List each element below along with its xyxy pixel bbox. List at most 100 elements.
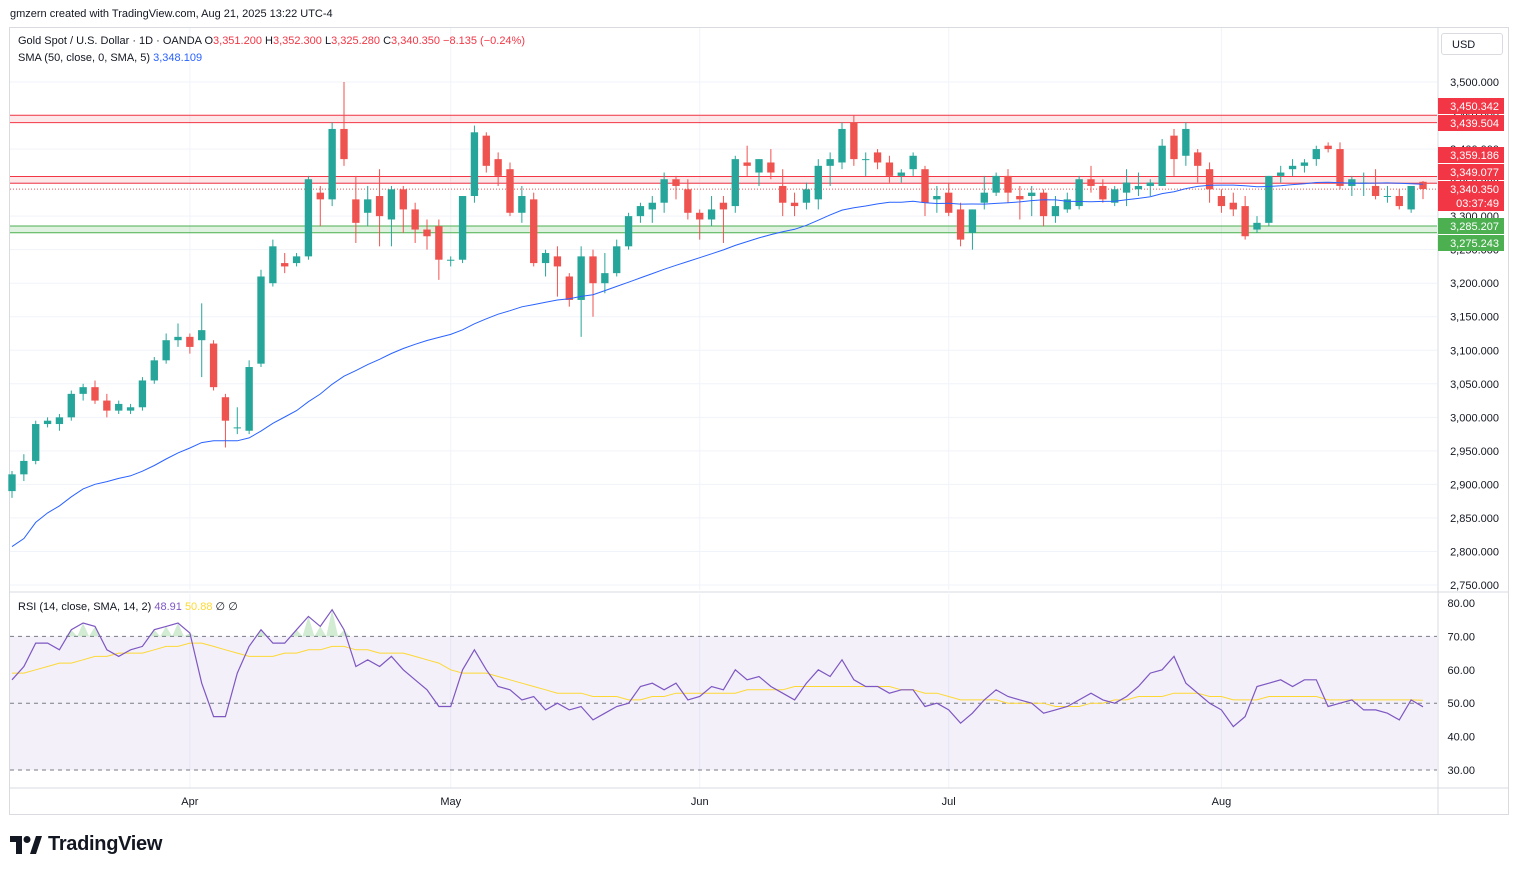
rsi-pane: 80.00 70.00 60.00 50.00 40.00 30.00 — [10, 598, 1475, 777]
open-value: 3,351.200 — [213, 35, 262, 47]
candle-body — [601, 273, 609, 284]
candle-body — [352, 199, 360, 223]
candle-body — [1312, 149, 1320, 160]
axis-price-tag — [1438, 195, 1504, 211]
axis-price-tag — [1438, 115, 1504, 131]
rsi-overbought-fill — [65, 609, 350, 637]
rsi-tick-label: 80.00 — [1447, 598, 1475, 610]
chart-frame — [9, 27, 1509, 815]
low-value: 3,325.280 — [331, 35, 381, 47]
candle-body — [577, 256, 585, 300]
candle-body — [885, 162, 894, 176]
rsi-tick-label: 70.00 — [1447, 631, 1475, 643]
candle-body — [20, 460, 28, 475]
candle-body — [1371, 185, 1380, 197]
candle-body — [494, 159, 502, 176]
candle-body — [873, 152, 882, 163]
candle-body — [696, 212, 704, 220]
candle-body — [1122, 182, 1131, 193]
candle-body — [43, 420, 52, 425]
currency-button[interactable]: USD — [1441, 33, 1503, 55]
candle-body — [91, 387, 99, 401]
candle-body — [1288, 165, 1297, 170]
rsi-tick-label: 60.00 — [1447, 665, 1475, 677]
candle-body — [518, 196, 526, 213]
axis-price-tag — [1438, 147, 1504, 163]
candle-body — [1419, 181, 1427, 190]
rsi-sma-line — [12, 642, 1424, 707]
candle-body — [55, 417, 64, 425]
axis-price-tag — [1438, 235, 1504, 251]
candle-body — [174, 336, 182, 341]
candle-body — [1229, 202, 1237, 210]
candle-body — [1170, 135, 1178, 160]
candle-body — [304, 179, 313, 257]
candle-body — [1158, 145, 1166, 186]
candle-body — [1087, 179, 1095, 186]
candle-body — [364, 199, 372, 213]
low-label: L — [324, 35, 332, 47]
price-tick-label: 3,500.000 — [1450, 77, 1499, 89]
candle-body — [921, 169, 929, 203]
candle-body — [790, 202, 799, 207]
candle-body — [624, 216, 633, 247]
candle-body — [897, 172, 905, 176]
rsi-tick-label: 40.00 — [1447, 732, 1475, 744]
candle-body — [375, 196, 384, 217]
candle-body — [1324, 145, 1332, 150]
open-label: O — [204, 35, 214, 47]
sma-value: 3,348.109 — [153, 52, 203, 64]
rsi-tick-label: 50.00 — [1447, 698, 1475, 710]
ohlc-legend: Gold Spot / U.S. Dollar · 1D · OANDA O3,… — [18, 35, 525, 47]
time-tick-label: May — [440, 796, 461, 808]
sma-label: SMA (50, close, 0, SMA, 5) — [18, 52, 151, 64]
candle-body — [32, 424, 40, 461]
candle-body — [1099, 185, 1107, 200]
candle-body — [103, 400, 111, 411]
candle-body — [1300, 162, 1309, 166]
candle-body — [933, 196, 941, 200]
time-tick-label: Jul — [942, 796, 956, 808]
time-tick-label: Jun — [691, 796, 709, 808]
candle-body — [1383, 196, 1392, 198]
candlestick-series — [8, 82, 1427, 498]
candle-body — [1134, 185, 1143, 190]
candle-body — [684, 189, 692, 213]
candle-body — [292, 256, 301, 264]
gridlines — [10, 28, 1437, 788]
candle-body — [269, 246, 277, 284]
tradingview-logo[interactable]: TradingView — [10, 833, 162, 856]
price-tick-label: 2,950.000 — [1450, 446, 1499, 458]
axis-price-tag-text: 3,439.504 — [1450, 118, 1499, 130]
candle-body — [67, 393, 75, 418]
rsi-line — [11, 608, 1424, 728]
candle-body — [150, 360, 158, 381]
candle-body — [589, 256, 597, 284]
candle-body — [8, 474, 16, 492]
candle-body — [447, 259, 455, 261]
high-label: H — [265, 35, 273, 47]
candle-body — [1265, 175, 1273, 223]
time-tick-label: Apr — [181, 796, 198, 808]
candle-body — [1241, 206, 1249, 237]
axis-price-tag-text: 3,349.077 — [1450, 167, 1499, 179]
candle-body — [115, 403, 123, 411]
candle-body — [980, 192, 988, 203]
candle-body — [1395, 196, 1403, 207]
candle-body — [470, 132, 479, 197]
candle-body — [281, 263, 289, 267]
candle-body — [743, 162, 751, 166]
candle-body — [198, 330, 206, 341]
symbol-title: Gold Spot / U.S. Dollar · 1D · OANDA — [18, 35, 202, 47]
price-tick-label: 3,100.000 — [1450, 345, 1499, 357]
price-tick-label: 2,850.000 — [1450, 513, 1499, 525]
price-tick-label: 3,000.000 — [1450, 412, 1499, 424]
candle-body — [779, 185, 787, 203]
axis-price-tag-text: 3,285.207 — [1450, 221, 1499, 233]
candle-body — [814, 165, 822, 200]
candle-body — [660, 179, 668, 203]
candle-body — [802, 189, 811, 203]
candle-body — [245, 367, 253, 431]
rsi-value: 48.91 — [154, 601, 182, 613]
